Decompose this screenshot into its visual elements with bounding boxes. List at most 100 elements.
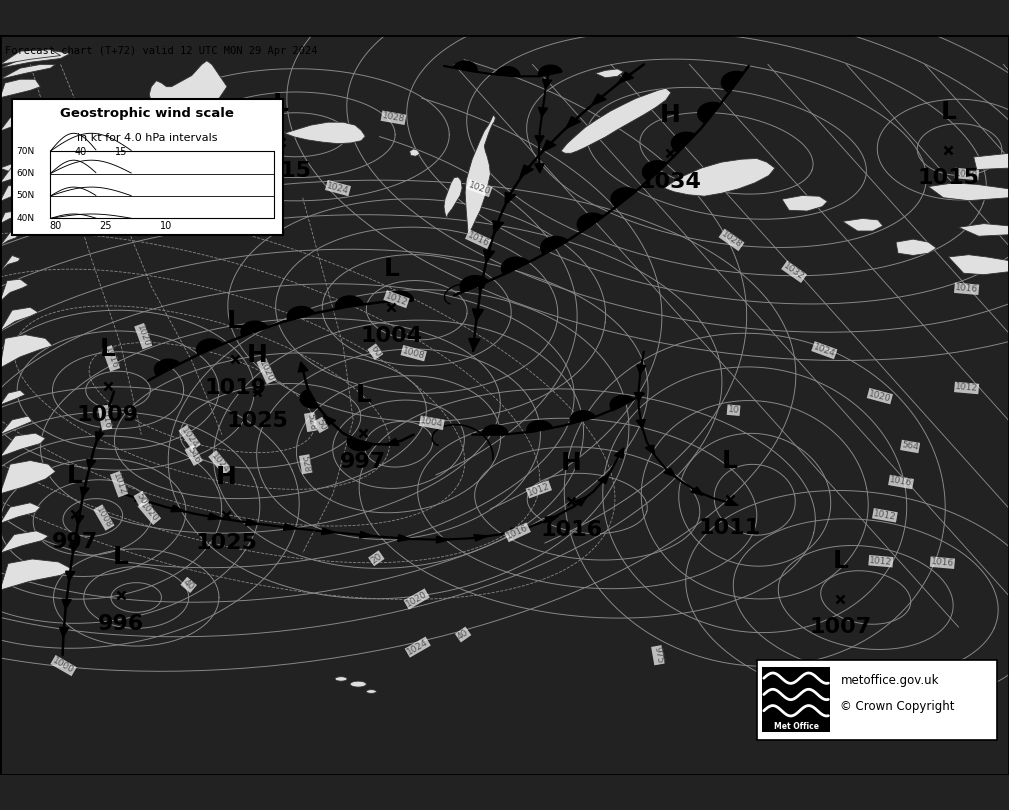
Polygon shape <box>0 51 71 68</box>
Text: 1020: 1020 <box>868 389 892 403</box>
Polygon shape <box>385 291 414 302</box>
Polygon shape <box>350 681 366 687</box>
Polygon shape <box>577 213 603 232</box>
Polygon shape <box>561 88 671 153</box>
Text: 997: 997 <box>340 452 386 471</box>
Text: L: L <box>100 337 116 360</box>
Text: 1012: 1012 <box>955 382 979 394</box>
Text: 50: 50 <box>134 492 148 506</box>
Polygon shape <box>483 249 494 262</box>
Polygon shape <box>535 164 544 173</box>
Text: L: L <box>832 549 849 573</box>
Text: 528: 528 <box>305 413 317 431</box>
Text: 1020: 1020 <box>955 168 979 180</box>
Text: 1004: 1004 <box>360 326 423 346</box>
Text: 564: 564 <box>901 441 919 452</box>
Text: 1016: 1016 <box>955 284 979 294</box>
Polygon shape <box>398 535 412 541</box>
Text: 80: 80 <box>49 221 62 232</box>
Polygon shape <box>595 69 624 78</box>
Polygon shape <box>611 188 637 207</box>
Text: 1004: 1004 <box>420 416 444 429</box>
Polygon shape <box>782 195 827 211</box>
Polygon shape <box>208 513 222 519</box>
Text: Geostrophic wind scale: Geostrophic wind scale <box>61 107 234 120</box>
Polygon shape <box>619 72 634 83</box>
Polygon shape <box>0 232 18 245</box>
Text: 546: 546 <box>186 446 202 465</box>
Text: 1016: 1016 <box>506 523 530 541</box>
Polygon shape <box>171 505 185 512</box>
Polygon shape <box>495 66 520 77</box>
Text: 20: 20 <box>369 552 383 565</box>
Text: 50: 50 <box>314 418 328 433</box>
Polygon shape <box>948 254 1009 275</box>
Text: 528: 528 <box>300 455 312 473</box>
Polygon shape <box>444 177 462 219</box>
Polygon shape <box>0 416 32 435</box>
Polygon shape <box>843 219 883 231</box>
Polygon shape <box>614 448 624 458</box>
Polygon shape <box>300 390 318 408</box>
Text: 1024: 1024 <box>406 637 430 657</box>
Bar <box>757 659 997 740</box>
Polygon shape <box>465 115 495 235</box>
Polygon shape <box>725 499 739 505</box>
Polygon shape <box>80 487 89 497</box>
Text: 1028: 1028 <box>719 230 744 250</box>
Polygon shape <box>0 503 40 523</box>
Text: 40: 40 <box>456 628 470 642</box>
Text: 1012: 1012 <box>527 481 551 497</box>
Text: 1009: 1009 <box>77 405 139 425</box>
Polygon shape <box>0 117 25 131</box>
Text: 70N: 70N <box>16 147 34 156</box>
Polygon shape <box>610 395 634 411</box>
Text: 1008: 1008 <box>94 505 114 530</box>
Text: L: L <box>113 545 129 569</box>
Text: 975: 975 <box>652 646 664 664</box>
Text: H: H <box>247 343 267 366</box>
Polygon shape <box>543 79 552 88</box>
Polygon shape <box>0 150 86 176</box>
Polygon shape <box>245 519 259 526</box>
Polygon shape <box>492 221 503 233</box>
Text: 60N: 60N <box>16 169 34 178</box>
Text: 1020: 1020 <box>138 501 160 524</box>
Text: 1016: 1016 <box>540 520 602 539</box>
Text: L: L <box>355 383 371 407</box>
Polygon shape <box>0 433 45 457</box>
Polygon shape <box>0 49 61 65</box>
Polygon shape <box>574 497 587 506</box>
Polygon shape <box>322 528 335 535</box>
Text: H: H <box>660 104 680 127</box>
Text: 1016: 1016 <box>930 557 955 568</box>
Polygon shape <box>96 432 104 442</box>
Text: L: L <box>227 309 243 333</box>
Polygon shape <box>721 71 744 92</box>
Polygon shape <box>535 136 544 145</box>
Text: 1007: 1007 <box>809 617 872 637</box>
Text: 60: 60 <box>368 344 382 359</box>
Text: 1008: 1008 <box>402 346 426 360</box>
Bar <box>762 667 830 732</box>
Polygon shape <box>542 140 556 152</box>
Text: 1015: 1015 <box>917 168 980 188</box>
Bar <box>50 151 274 219</box>
Text: 1020: 1020 <box>467 180 491 196</box>
Polygon shape <box>0 461 55 494</box>
Text: © Crown Copyright: © Crown Copyright <box>840 701 955 714</box>
Text: 1019: 1019 <box>204 377 266 398</box>
Text: L: L <box>272 92 289 117</box>
Text: 1028: 1028 <box>381 111 406 124</box>
Polygon shape <box>482 425 509 435</box>
Polygon shape <box>472 309 483 321</box>
Polygon shape <box>664 159 775 196</box>
Polygon shape <box>0 65 55 79</box>
Text: 1034: 1034 <box>639 172 701 192</box>
Text: L: L <box>67 464 83 488</box>
Text: 1016: 1016 <box>889 475 913 488</box>
Text: 1025: 1025 <box>226 411 289 431</box>
Text: H: H <box>216 465 236 488</box>
Text: L: L <box>721 449 738 473</box>
Text: 1000: 1000 <box>51 656 76 676</box>
